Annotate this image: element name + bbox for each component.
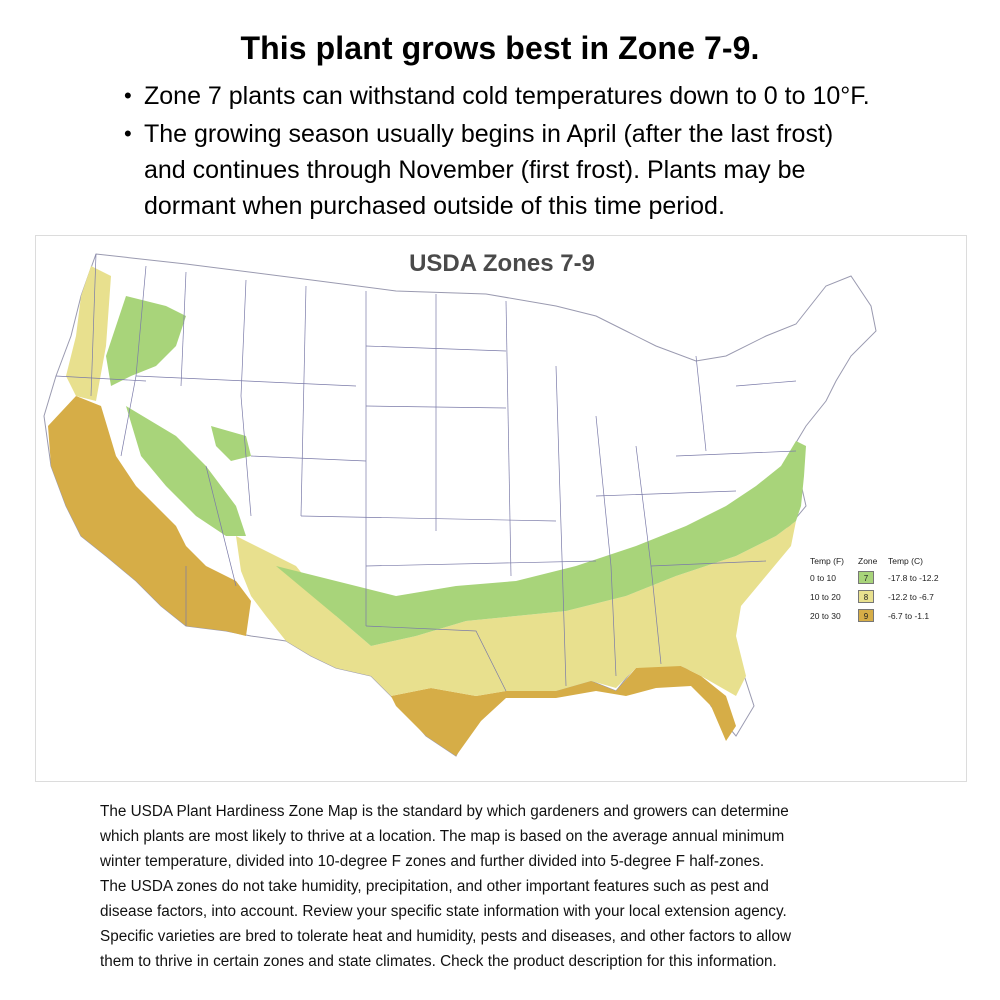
zone-9-region — [391, 664, 736, 756]
legend-row-zone-9: 20 to 30 9 -6.7 to -1.1 — [810, 606, 950, 625]
zone-9-swatch: 9 — [858, 609, 874, 622]
zone-9-region — [48, 396, 251, 636]
description-line: them to thrive in certain zones and stat… — [100, 953, 777, 970]
info-bullets: • Zone 7 plants can withstand cold tempe… — [120, 78, 940, 226]
bullet-line: dormant when purchased outside of this t… — [144, 192, 725, 220]
legend-temp-f: 0 to 10 — [810, 572, 836, 583]
description-line: The USDA zones do not take humidity, pre… — [100, 878, 769, 895]
zone-legend: Temp (F) Zone Temp (C) 0 to 10 7 -17.8 t… — [810, 554, 950, 625]
description-line: which plants are most likely to thrive a… — [100, 828, 785, 845]
zone-7-swatch: 7 — [858, 571, 874, 584]
usda-description: The USDA Plant Hardiness Zone Map is the… — [100, 799, 900, 974]
bullet-dot-icon: • — [124, 83, 132, 108]
us-map-graphic — [43, 253, 877, 757]
legend-temp-c: -12.2 to -6.7 — [888, 591, 934, 602]
legend-header-temp-c: Temp (C) — [888, 556, 923, 566]
zone-7-region — [106, 296, 186, 386]
legend-temp-f: 10 to 20 — [810, 591, 841, 602]
zone-7-region — [211, 426, 251, 461]
legend-header-temp-f: Temp (F) — [810, 556, 844, 566]
zone-8-swatch: 8 — [858, 590, 874, 603]
description-line: winter temperature, divided into 10-degr… — [100, 853, 765, 870]
description-line: disease factors, into account. Review yo… — [100, 903, 787, 920]
legend-temp-c: -6.7 to -1.1 — [888, 610, 930, 621]
bullet-zone-temperature: • Zone 7 plants can withstand cold tempe… — [120, 78, 940, 114]
usda-zone-map: USDA Zones 7-9 Temp (F) Zone Temp (C) 0 … — [35, 235, 967, 782]
zone-7-region — [276, 441, 806, 646]
map-title: USDA Zones 7-9 — [409, 250, 595, 277]
zone-8-region — [236, 521, 796, 696]
legend-temp-c: -17.8 to -12.2 — [888, 572, 939, 583]
bullet-dot-icon: • — [124, 121, 132, 146]
legend-temp-f: 20 to 30 — [810, 610, 841, 621]
legend-header: Temp (F) Zone Temp (C) — [810, 554, 950, 568]
bullet-line: The growing season usually begins in Apr… — [144, 120, 834, 148]
headline: This plant grows best in Zone 7-9. — [240, 30, 760, 66]
zone-7-region — [126, 406, 246, 536]
bullet-line: Zone 7 plants can withstand cold tempera… — [144, 82, 870, 110]
bullet-growing-season: • The growing season usually begins in A… — [120, 116, 940, 224]
bullet-line: and continues through November (first fr… — [144, 156, 806, 184]
description-line: The USDA Plant Hardiness Zone Map is the… — [100, 803, 789, 820]
legend-row-zone-8: 10 to 20 8 -12.2 to -6.7 — [810, 587, 950, 606]
legend-row-zone-7: 0 to 10 7 -17.8 to -12.2 — [810, 568, 950, 587]
description-line: Specific varieties are bred to tolerate … — [100, 928, 792, 945]
state-boundaries — [55, 253, 797, 692]
zone-8-region — [66, 266, 111, 401]
legend-header-zone: Zone — [858, 556, 878, 566]
